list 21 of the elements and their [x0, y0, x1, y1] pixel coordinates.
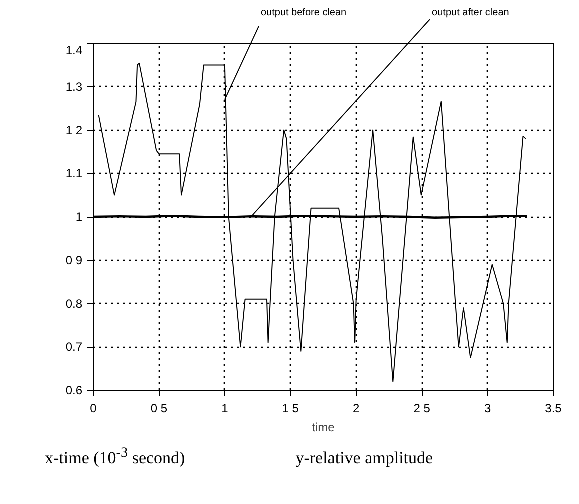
x-tick-label: 2 5: [414, 402, 431, 416]
y-tick-label: 0.8: [66, 296, 83, 311]
x-axis-title: time: [312, 420, 336, 434]
y-tick-label: 0.6: [66, 384, 83, 398]
x-tick-label: 0 5: [150, 402, 168, 416]
y-tick-label: 0 9: [66, 253, 83, 268]
y-tick-label: 1.1: [66, 166, 83, 181]
y-tick-label: 1.3: [66, 80, 83, 94]
annotation: output after clean: [432, 8, 510, 19]
x-tick-label: 1 5: [282, 402, 300, 416]
x-tick-label: 2: [353, 402, 360, 416]
y-tick-label: 0.7: [66, 340, 83, 354]
y-tick-label: 1.4: [66, 44, 83, 58]
y-tick-label: 1: [76, 210, 83, 224]
text: x-time (10$^{-3}$ second) y-relative amplitude: [45, 445, 434, 470]
annotation: output before clean: [260, 8, 347, 19]
x-tick-label: 3.5: [545, 402, 562, 416]
x-tick-label: 3: [484, 402, 492, 416]
y-tick-label: 1 2: [66, 123, 83, 138]
x-tick-label: 1: [222, 402, 229, 416]
x-tick-label: 0: [90, 402, 98, 416]
